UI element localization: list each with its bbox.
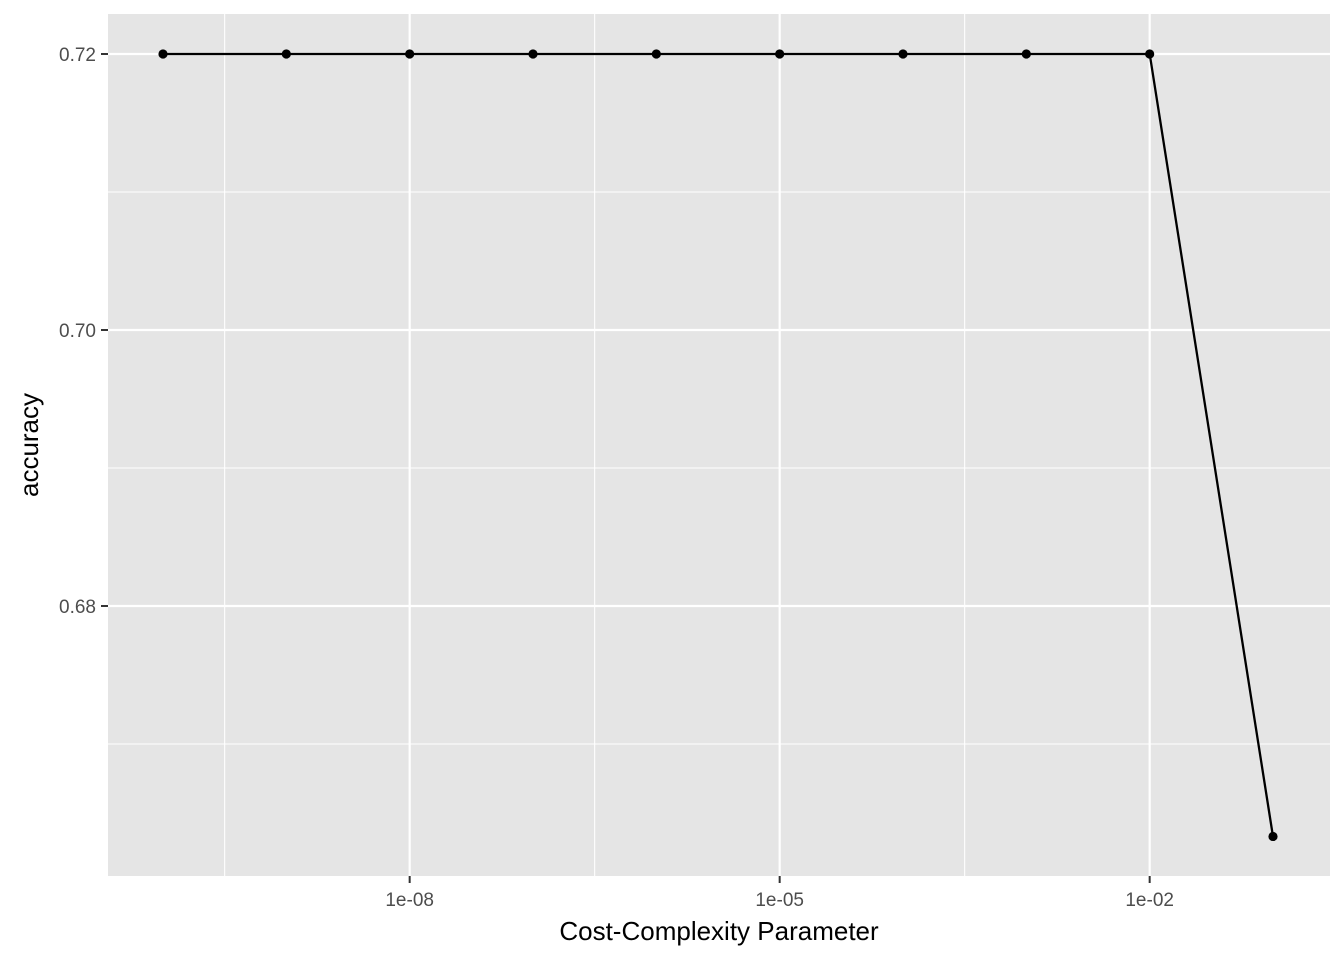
x-tick-label: 1e-08: [385, 890, 434, 911]
x-tick-label: 1e-02: [1125, 890, 1174, 911]
x-tick-labels: 1e-08 1e-05 1e-02: [385, 890, 1174, 911]
axis-ticks: [101, 53, 1151, 883]
y-tick-label: 0.68: [59, 597, 96, 618]
y-tick-label: 0.70: [59, 321, 96, 342]
series-line: [163, 52, 1275, 837]
data-point: [405, 49, 415, 59]
x-tick-label: 1e-05: [755, 890, 804, 911]
data-point: [651, 49, 661, 59]
y-tick-label: 0.72: [59, 45, 96, 66]
data-point: [898, 49, 908, 59]
grid-minor: [108, 14, 1330, 876]
data-point: [1268, 831, 1278, 842]
data-point: [1145, 49, 1155, 59]
y-tick-labels: 0.68 0.70 0.72: [59, 45, 96, 618]
data-point: [1021, 49, 1031, 59]
y-axis-title: accuracy: [14, 393, 44, 497]
series-lines: [163, 52, 1275, 837]
data-point: [281, 49, 291, 59]
data-point: [775, 49, 785, 59]
plot-panel: [108, 14, 1330, 876]
data-point: [158, 49, 168, 59]
x-axis-title: Cost-Complexity Parameter: [559, 916, 879, 946]
series-points: [158, 49, 1278, 842]
data-point: [528, 49, 538, 59]
